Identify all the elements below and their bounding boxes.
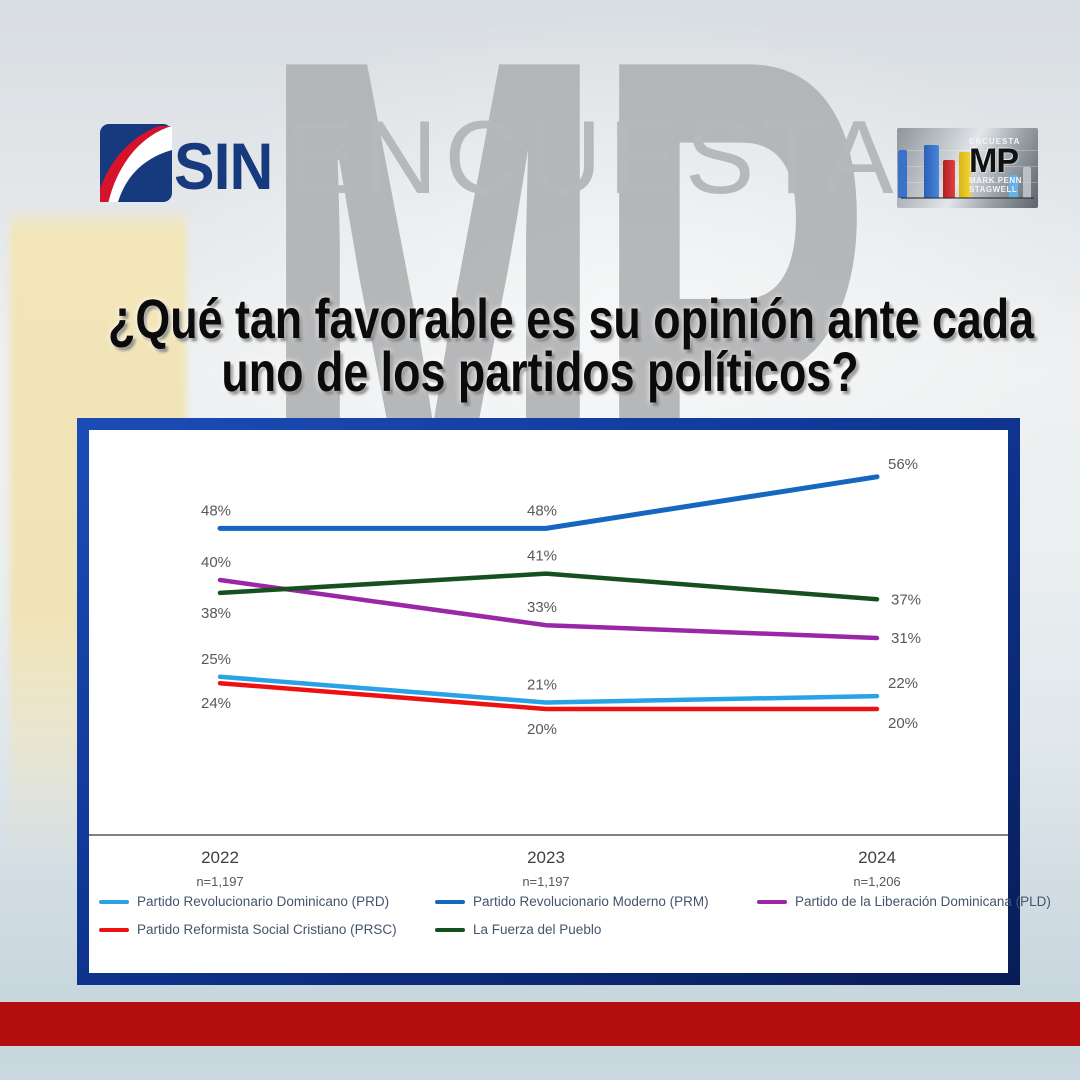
data-label: 37% <box>891 591 921 608</box>
x-tick-year: 2023 <box>527 848 565 867</box>
data-label: 40% <box>201 554 231 571</box>
data-label: 48% <box>201 502 231 519</box>
data-label: 41% <box>527 548 557 565</box>
legend-item: Partido de la Liberación Dominicana (PLD… <box>757 894 1051 909</box>
legend-label: Partido de la Liberación Dominicana (PLD… <box>795 894 1051 909</box>
data-label: 20% <box>527 721 557 738</box>
data-label: 20% <box>888 715 918 732</box>
bar-chart-icon <box>924 145 939 198</box>
legend-label: La Fuerza del Pueblo <box>473 922 602 937</box>
data-label: 38% <box>201 605 231 622</box>
legend-item: Partido Revolucionario Dominicano (PRD) <box>99 894 435 909</box>
chart-legend: Partido Revolucionario Dominicano (PRD) P… <box>99 894 1051 937</box>
mp-logo-mp-label: MP <box>969 142 1019 180</box>
question-title: ¿Qué tan favorable es su opinión ante ca… <box>0 287 1080 403</box>
legend-line-swatch <box>99 927 129 932</box>
legend-label: Partido Revolucionario Dominicano (PRD) <box>137 894 390 909</box>
question-title-line1: ¿Qué tan favorable es su opinión ante ca… <box>108 287 1035 350</box>
x-tick-sample-size: n=1,197 <box>196 874 243 889</box>
favorability-line-chart: 25% 21% 22% 48% 48% 56% 40% 33% 31% 24% 20% 20% 38% 4… <box>77 418 1051 985</box>
bar-chart-icon <box>898 150 907 198</box>
legend-label: Partido Reformista Social Cristiano (PRS… <box>137 922 397 937</box>
sin-swoosh-icon <box>95 124 172 207</box>
x-tick-sample-size: n=1,197 <box>522 874 569 889</box>
data-label: 21% <box>527 677 557 694</box>
sin-logo-word: SIN <box>174 128 273 203</box>
mp-stagwell-logo: ENCUESTA MP MARK PENN STAGWELL <box>897 128 1038 208</box>
legend-item: Partido Revolucionario Moderno (PRM) <box>435 894 757 909</box>
legend-line-swatch <box>99 899 129 904</box>
mp-logo-stagwell-label: STAGWELL <box>969 185 1018 194</box>
data-label: 33% <box>527 599 557 616</box>
data-label: 24% <box>201 695 231 712</box>
legend-line-swatch <box>757 899 787 904</box>
x-tick-year: 2024 <box>858 848 896 867</box>
data-label: 25% <box>201 651 231 668</box>
data-label: 56% <box>888 456 918 473</box>
x-tick-sample-size: n=1,206 <box>853 874 900 889</box>
question-title-line2: uno de los partidos políticos? <box>221 340 859 403</box>
legend-item: La Fuerza del Pueblo <box>435 922 757 937</box>
mp-logo-baseline <box>901 197 1034 199</box>
legend-line-swatch <box>435 899 465 904</box>
legend-item: Partido Reformista Social Cristiano (PRS… <box>99 922 435 937</box>
encuesta-header-text: ENCUESTA <box>286 100 901 216</box>
footer-red-bar <box>0 1002 1080 1046</box>
mp-logo-markpenn-label: MARK PENN <box>969 176 1022 185</box>
legend-line-swatch <box>435 927 465 932</box>
legend-label: Partido Revolucionario Moderno (PRM) <box>473 894 709 909</box>
data-label: 48% <box>527 502 557 519</box>
sin-logo: SIN <box>95 124 281 207</box>
data-label: 31% <box>891 630 921 647</box>
data-label: 22% <box>888 675 918 692</box>
x-tick-year: 2022 <box>201 848 239 867</box>
plot-svg: 25% 21% 22% 48% 48% 56% 40% 33% 31% 24% 20% 20% 38% 4… <box>89 456 1008 889</box>
bar-chart-icon <box>943 160 955 198</box>
